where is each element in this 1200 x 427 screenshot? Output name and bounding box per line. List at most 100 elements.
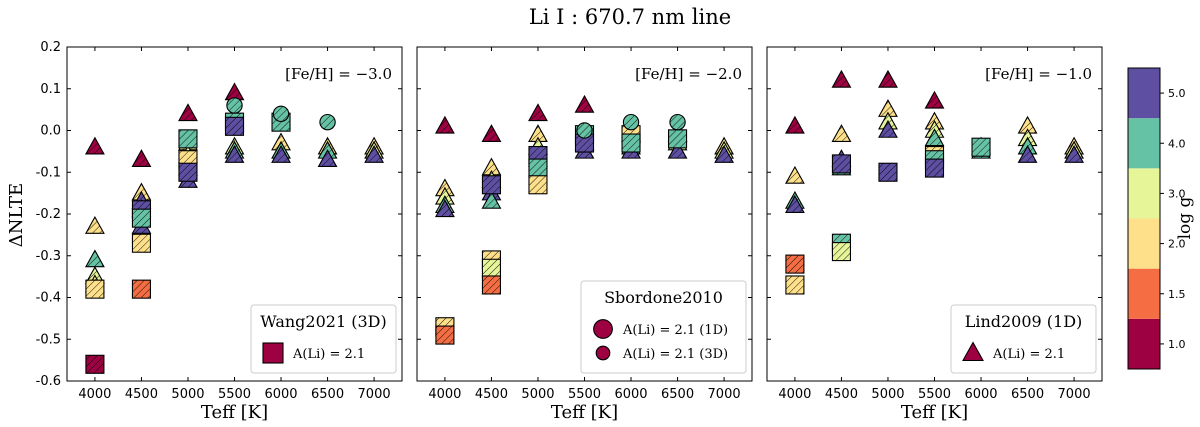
data-point-triangle: [224, 144, 245, 163]
colorbar-segment: [1128, 168, 1160, 219]
data-point-circle: [319, 113, 336, 131]
x-tick-label: 7000: [708, 387, 741, 402]
data-point-square: [528, 175, 548, 195]
data-point-triangle: [481, 124, 502, 142]
data-points: [434, 94, 735, 345]
data-point-square: [85, 354, 105, 374]
data-point-triangle: [131, 149, 152, 168]
colorbar-tick-label: 1.5: [1168, 288, 1186, 301]
x-tick-label: 5500: [218, 387, 251, 402]
y-tick-label: -0.4: [36, 291, 61, 306]
y-tick-label: 0.1: [40, 82, 61, 97]
metallicity-annotation: [Fe/H] = −2.0: [635, 65, 742, 83]
data-point-square: [785, 275, 805, 295]
data-point-triangle: [224, 82, 245, 101]
legend: Sbordone2010 A(Li) = 2.1 (1D) A(Li) = 2.1 …: [580, 280, 747, 374]
colorbar-segment: [1128, 218, 1160, 269]
y-tick-label: -0.1: [36, 165, 61, 180]
data-point-triangle: [784, 165, 805, 184]
metallicity-annotation: [Fe/H] = −1.0: [985, 65, 1092, 83]
x-tick-label: 6000: [614, 387, 647, 402]
x-tick-label: 5500: [568, 387, 601, 402]
x-tick-label: 4000: [778, 387, 811, 402]
x-tick-label: 4500: [475, 387, 508, 402]
data-point-triangle: [317, 149, 338, 168]
x-tick-label: 6000: [264, 387, 297, 402]
x-tick-label: 6500: [661, 387, 694, 402]
colorbar-segment: [1128, 268, 1160, 319]
colorbar-tick-label: 5.0: [1168, 87, 1186, 100]
data-point-triangle: [364, 144, 385, 163]
data-point-triangle: [714, 144, 735, 163]
x-tick-label: 6500: [311, 387, 344, 402]
data-point-circle: [576, 122, 593, 139]
y-tick-label: 0.2: [40, 40, 61, 55]
data-point-triangle: [878, 119, 898, 138]
data-point-square: [178, 162, 198, 182]
legend: Wang2021 (3D) A(Li) = 2.1: [250, 304, 397, 374]
data-point-square: [481, 175, 501, 195]
legend-title: Wang2021 (3D): [260, 312, 386, 331]
x-tick-label: 5000: [871, 387, 904, 402]
legend-marker: [595, 345, 611, 361]
colorbar-segment: [1128, 68, 1160, 119]
data-point-triangle: [481, 190, 502, 209]
colorbar: 1.0 1.5 2.0 3.0 4.0 5.0 log g: [1127, 67, 1195, 370]
data-point-triangle: [878, 69, 898, 88]
x-tick-label: 4500: [125, 387, 158, 402]
data-point-triangle: [924, 90, 945, 109]
data-point-square: [971, 137, 991, 157]
x-axis-label: Teff [K]: [901, 402, 968, 423]
data-point-square: [85, 279, 105, 299]
colorbar-tick-label: 1.0: [1168, 338, 1186, 351]
data-point-square: [131, 279, 151, 299]
data-point-square: [481, 275, 501, 295]
data-point-triangle: [434, 115, 455, 134]
legend: Lind2009 (1D) A(Li) = 2.1: [950, 304, 1097, 374]
legend-box: [580, 280, 747, 374]
x-tick-label: 6000: [964, 387, 997, 402]
panel-middle: 4000 4500 5000 5500 6000 6500 7000 Teff [K] [Fe/…: [416, 46, 753, 423]
legend-title: Sbordone2010: [604, 288, 723, 307]
legend-box: [250, 304, 397, 374]
data-point-triangle: [84, 249, 105, 268]
colorbar-segment: [1128, 118, 1160, 169]
data-point-triangle: [831, 69, 852, 88]
data-point-triangle: [178, 103, 198, 122]
data-points: [84, 82, 385, 374]
legend-marker: [593, 319, 613, 339]
y-tick-label: -0.5: [36, 332, 61, 347]
legend-title: Lind2009 (1D): [965, 312, 1083, 331]
colorbar-segment: [1128, 318, 1160, 369]
data-point-square: [224, 116, 245, 136]
y-tick-label: -0.2: [36, 207, 61, 222]
colorbar-tick-label: 2.0: [1168, 238, 1186, 251]
x-tick-label: 4000: [428, 387, 461, 402]
panels: 4000 4500 5000 5500 6000 6500 7000 -0.6 -0.5 -0.4…: [36, 40, 1103, 423]
colorbar-tick-label: 3.0: [1168, 187, 1186, 200]
legend-marker: [962, 341, 984, 362]
data-point-square: [621, 133, 641, 153]
x-tick-label: 7000: [358, 387, 391, 402]
y-axis-label: ΔNLTE: [6, 183, 27, 247]
data-point-triangle: [574, 94, 595, 113]
data-point-triangle: [1064, 144, 1085, 163]
x-tick-label: 4000: [78, 387, 111, 402]
legend-label: A(Li) = 2.1: [292, 347, 365, 362]
data-point-triangle: [667, 140, 688, 159]
panel-left: 4000 4500 5000 5500 6000 6500 7000 -0.6 -0.5 -0.4…: [36, 40, 403, 423]
data-point-triangle: [831, 124, 852, 142]
colorbar-frame: [1127, 67, 1161, 370]
legend-marker: [262, 342, 284, 364]
data-points: [784, 69, 1085, 295]
data-point-square: [924, 158, 945, 178]
data-point-square: [831, 242, 851, 262]
x-tick-label: 6500: [1011, 387, 1044, 402]
data-point-triangle: [84, 136, 105, 155]
figure-title: Li I : 670.7 nm line: [529, 5, 731, 29]
y-tick-label: -0.6: [36, 374, 61, 389]
data-point-triangle: [434, 199, 455, 218]
data-point-square: [668, 129, 688, 149]
